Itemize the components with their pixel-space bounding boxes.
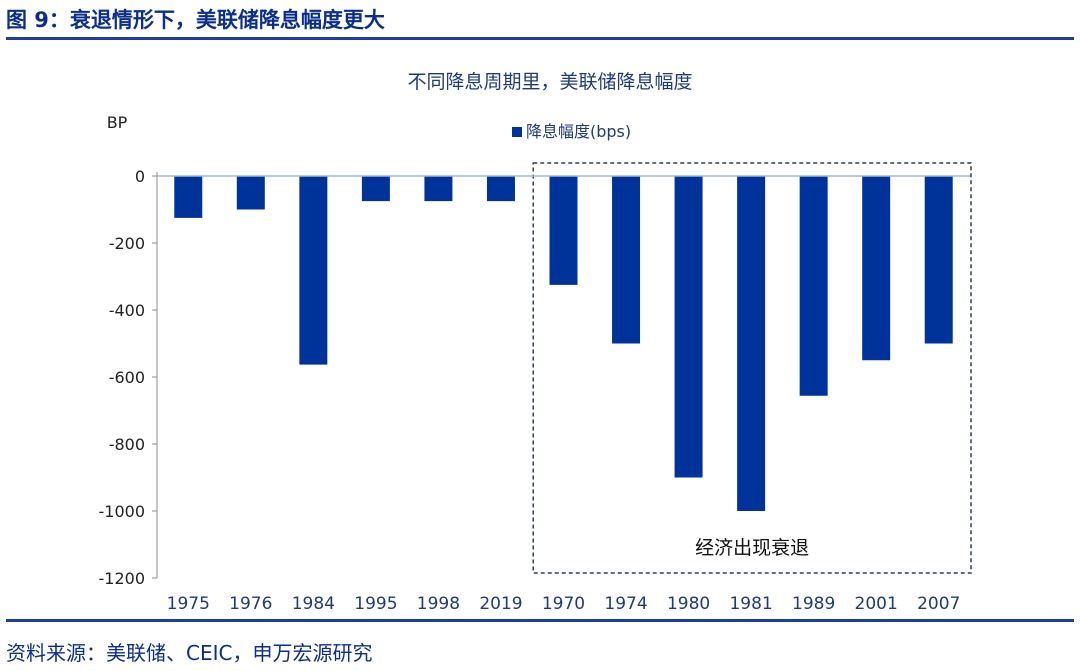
bar-chart: 不同降息周期里，美联储降息幅度 BP 降息幅度(bps) 经济出现衰退 0 -20… bbox=[99, 71, 972, 614]
legend-swatch bbox=[512, 127, 522, 137]
bar-2019 bbox=[486, 176, 515, 202]
bar-1984 bbox=[299, 176, 328, 365]
y-tick-label: -800 bbox=[109, 435, 145, 454]
recession-box-outline bbox=[532, 162, 972, 574]
y-tick-label: -1200 bbox=[99, 569, 146, 588]
x-tick-label: 1975 bbox=[167, 594, 210, 614]
legend: 降息幅度(bps) bbox=[512, 122, 631, 141]
x-tick-label: 1998 bbox=[417, 594, 460, 614]
x-tick-label: 1980 bbox=[667, 594, 710, 614]
y-tick-label: -1000 bbox=[99, 502, 146, 521]
bar-1995 bbox=[361, 176, 390, 202]
x-tick-label: 1981 bbox=[729, 594, 772, 614]
chart-title: 不同降息周期里，美联储降息幅度 bbox=[407, 71, 692, 93]
x-tick-label: 1989 bbox=[792, 594, 835, 614]
recession-box: 经济出现衰退 bbox=[532, 162, 972, 574]
legend-label: 降息幅度(bps) bbox=[526, 122, 631, 141]
bars bbox=[174, 176, 953, 511]
x-tick-label: 1995 bbox=[354, 594, 397, 614]
y-tick-label: 0 bbox=[135, 167, 145, 186]
x-axis: 1975 1976 1984 1995 1998 2019 1970 1974 1980 1981… bbox=[157, 175, 970, 614]
y-axis: 0 -200 -400 -600 -800 -1000 -1200 bbox=[99, 167, 158, 588]
bar-1975 bbox=[174, 176, 203, 218]
title-rule bbox=[6, 37, 1074, 40]
x-tick-label: 1976 bbox=[229, 594, 272, 614]
bar-1980 bbox=[674, 176, 703, 478]
x-tick-label: 1974 bbox=[604, 594, 647, 614]
x-tick-label: 1984 bbox=[292, 594, 335, 614]
y-axis-label: BP bbox=[107, 113, 128, 132]
bar-1989 bbox=[799, 176, 828, 396]
y-tick-label: -400 bbox=[109, 301, 145, 320]
source-note: 资料来源：美联储、CEIC，申万宏源研究 bbox=[6, 641, 373, 665]
x-tick-label: 2001 bbox=[855, 594, 898, 614]
figure-title: 图 9：衰退情形下，美联储降息幅度更大 bbox=[6, 8, 385, 32]
x-tick-label: 1970 bbox=[542, 594, 585, 614]
bar-1998 bbox=[424, 176, 453, 202]
y-tick-label: -200 bbox=[109, 234, 145, 253]
x-tick-label: 2007 bbox=[917, 594, 960, 614]
bar-1976 bbox=[236, 176, 265, 210]
x-tick-label: 2019 bbox=[479, 594, 522, 614]
footer-rule bbox=[6, 619, 1074, 622]
bar-1974 bbox=[612, 176, 641, 344]
bar-1970 bbox=[549, 176, 578, 285]
bar-2007 bbox=[924, 176, 953, 344]
recession-label: 经济出现衰退 bbox=[695, 537, 809, 559]
bar-1981 bbox=[737, 176, 766, 511]
bar-2001 bbox=[862, 176, 891, 361]
y-tick-label: -600 bbox=[109, 368, 145, 387]
